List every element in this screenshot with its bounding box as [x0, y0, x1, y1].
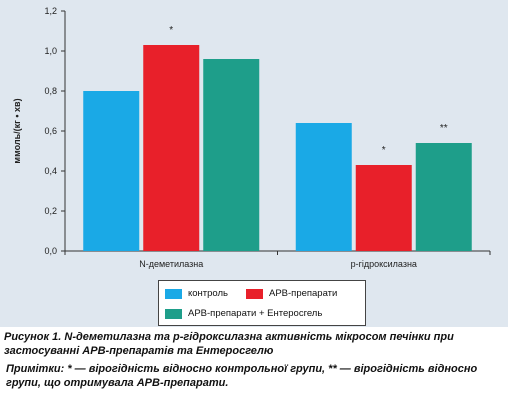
legend-swatch-arv-enterosgel: [165, 308, 182, 319]
bar: [415, 143, 472, 251]
y-tick-label: 0,4: [44, 166, 57, 176]
legend-item-control: контроль: [165, 288, 228, 299]
bar: [295, 123, 352, 251]
y-tick-label: 0,8: [44, 86, 57, 96]
chart-panel: 0,0 0,2 0,4 0,6 0,8 1,0 1,2 ммоль/(кг • хв) N-де…: [0, 0, 508, 327]
legend-item-arv-enterosgel: АРВ-препарати + Ентеросгель: [165, 308, 322, 319]
caption-note: Примітки: * — вірогідність відносно конт…: [6, 363, 478, 389]
significance-marker: *: [169, 25, 173, 36]
bar-chart: 0,0 0,2 0,4 0,6 0,8 1,0 1,2 ммоль/(кг • хв) N-де…: [12, 6, 491, 269]
bar: [203, 59, 260, 251]
legend-swatch-arv: [246, 288, 263, 299]
x-tick-label: р-гідроксилазна: [351, 259, 417, 269]
legend-item-arv: АРВ-препарати: [246, 288, 337, 299]
x-tick-label: N-деметилазна: [139, 259, 203, 269]
significance-marker: *: [382, 145, 386, 156]
legend-label-arv: АРВ-препарати: [269, 288, 338, 299]
y-tick-label: 0,0: [44, 246, 57, 256]
figure-caption: Рисунок 1. N-деметилазна та р-гідроксила…: [4, 331, 504, 390]
bar: [83, 91, 140, 251]
y-axis-label: ммоль/(кг • хв): [12, 98, 22, 163]
caption-title: Рисунок 1. N-деметилазна та р-гідроксила…: [4, 331, 454, 357]
legend-label-control: контроль: [188, 288, 228, 299]
bar: [143, 45, 200, 251]
bar: [355, 165, 412, 251]
legend-swatch-control: [165, 288, 182, 299]
y-tick-label: 1,2: [44, 6, 57, 16]
y-tick-label: 1,0: [44, 46, 57, 56]
y-tick-label: 0,6: [44, 126, 57, 136]
legend: контроль АРВ-препарати АРВ-препарати + Е…: [158, 280, 366, 326]
significance-marker: **: [440, 123, 448, 134]
legend-label-arv-enterosgel: АРВ-препарати + Ентеросгель: [188, 308, 323, 319]
y-tick-label: 0,2: [44, 206, 57, 216]
